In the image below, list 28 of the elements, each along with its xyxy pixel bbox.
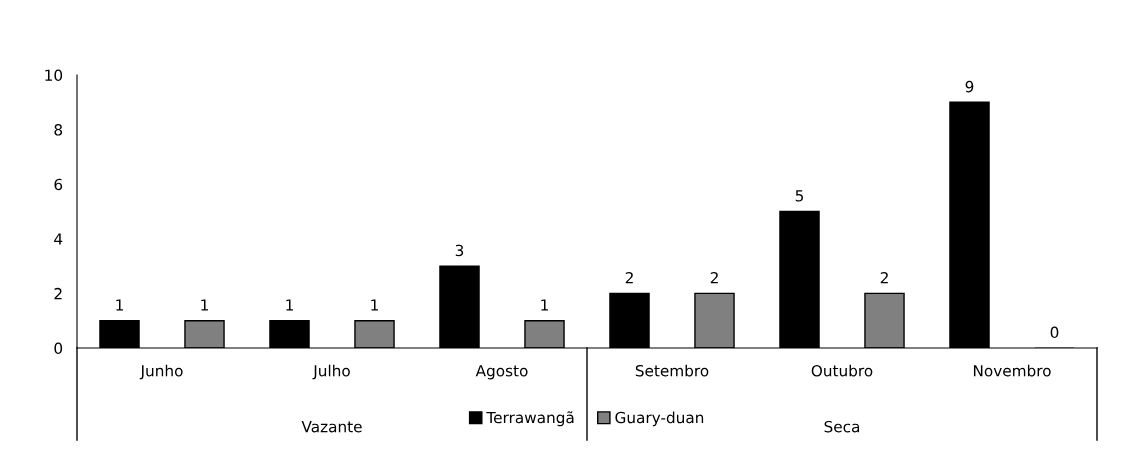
data-label: 1 bbox=[541, 299, 548, 311]
data-label: 1 bbox=[116, 299, 123, 311]
x-tick-label: Novembro bbox=[973, 364, 1051, 377]
data-label: 3 bbox=[455, 244, 464, 257]
data-label: 0 bbox=[1050, 326, 1059, 339]
y-tick-label: 6 bbox=[54, 178, 63, 191]
y-tick-label: 10 bbox=[45, 69, 63, 82]
y-tick-label: 2 bbox=[54, 287, 62, 300]
data-label: 2 bbox=[625, 271, 633, 284]
text: Seca bbox=[824, 420, 860, 433]
text: Vazante bbox=[301, 421, 362, 433]
legend-label: Guary-duan bbox=[615, 411, 704, 427]
x-tick-label: Junho bbox=[139, 364, 183, 380]
legend-label: Terrawangã bbox=[486, 411, 574, 427]
x-tick-label: Agosto bbox=[475, 365, 528, 380]
data-label: 9 bbox=[965, 80, 974, 93]
y-tick-label: 4 bbox=[54, 233, 63, 245]
y-tick-label: 8 bbox=[54, 124, 63, 136]
x-tick-label: Setembro bbox=[635, 364, 709, 377]
x-tick-label: Outubro bbox=[811, 364, 873, 377]
data-label: 1 bbox=[371, 299, 378, 311]
data-label: 5 bbox=[795, 190, 804, 202]
data-label: 1 bbox=[286, 299, 293, 311]
x-tick-label: Julho bbox=[312, 364, 350, 380]
y-tick-label: 0 bbox=[54, 342, 63, 355]
data-label: 1 bbox=[201, 299, 208, 311]
data-label: 2 bbox=[880, 271, 888, 284]
data-label: 2 bbox=[710, 271, 718, 284]
